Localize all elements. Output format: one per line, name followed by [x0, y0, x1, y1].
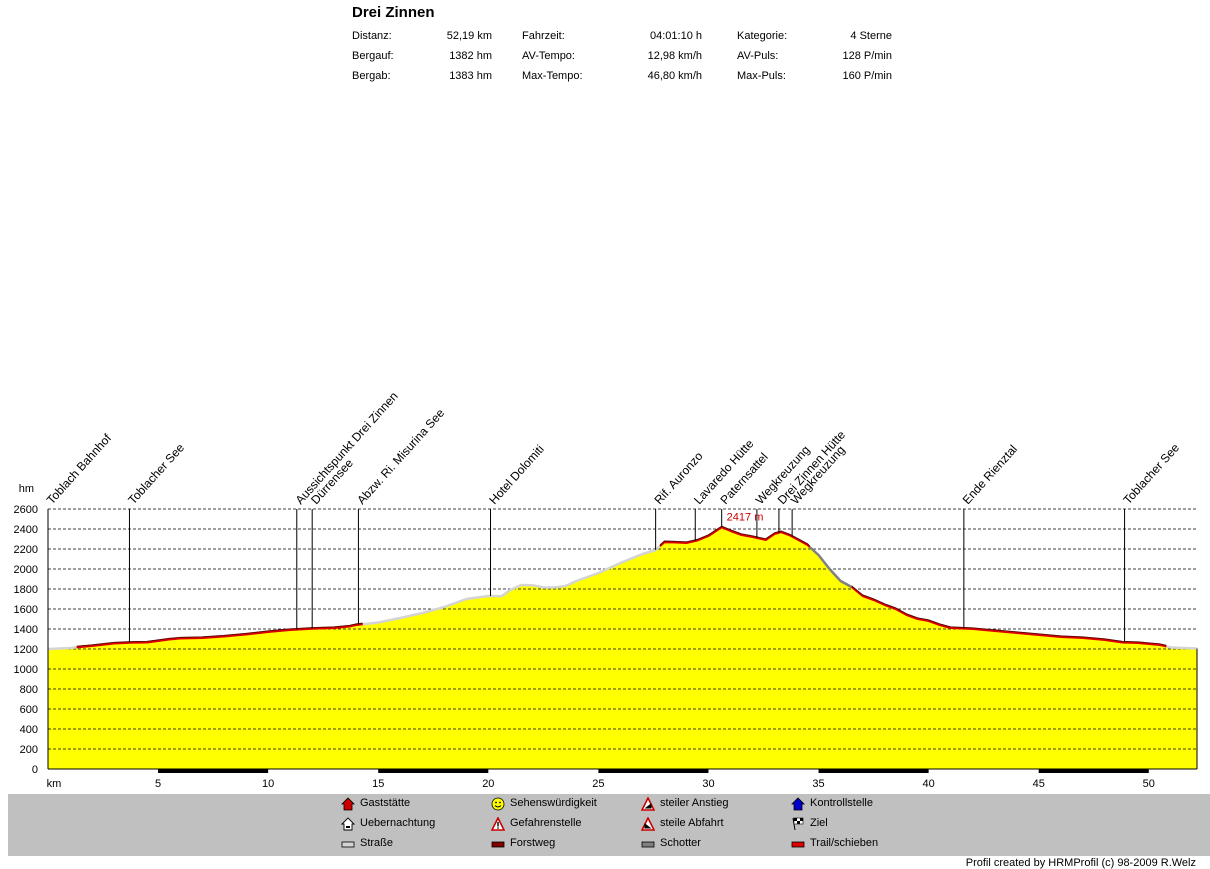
- surface-segment: [659, 526, 811, 548]
- y-tick-label: 1400: [14, 624, 38, 636]
- stat-label: Bergauf:: [352, 50, 394, 62]
- stat-value: 160 P/min: [842, 70, 892, 82]
- legend: Gaststätte Sehenswürdigkeit steiler Anstie…: [8, 794, 1210, 856]
- surface-edge: [851, 585, 1167, 646]
- y-tick-label: 200: [20, 744, 38, 756]
- x-tick-label: 50: [1143, 778, 1155, 790]
- waypoint-label: Toblacher See: [125, 440, 187, 507]
- x-tick-label: 40: [923, 778, 935, 790]
- waypoint-label: Ende Rienztal: [960, 442, 1020, 507]
- legend-label: Gefahrenstelle: [510, 817, 582, 829]
- km-scale-bar: [158, 769, 269, 773]
- stat-label: Kategorie:: [737, 30, 788, 42]
- elevation-area: [48, 527, 1197, 769]
- y-tick-label: 1800: [14, 584, 38, 596]
- stat-value: 4 Sterne: [850, 30, 892, 42]
- y-tick-label: 400: [20, 724, 38, 736]
- km-scale-bar: [598, 769, 709, 773]
- stat-value: 46,80 km/h: [647, 70, 702, 82]
- stat-label: Max-Puls:: [737, 70, 786, 82]
- trail-swatch-icon: [791, 837, 805, 851]
- surface-segment: [76, 623, 363, 649]
- y-tick-label: 2200: [14, 544, 38, 556]
- x-tick-label: 20: [482, 778, 494, 790]
- km-scale-bar: [1038, 769, 1149, 773]
- legend-label: steiler Anstieg: [660, 797, 729, 809]
- stat-label: Bergab:: [352, 70, 391, 82]
- warning-icon: [490, 816, 506, 831]
- y-tick-label: 800: [20, 684, 38, 696]
- road-swatch-icon: [341, 837, 355, 851]
- forest-road-swatch-icon: [491, 837, 505, 851]
- x-tick-label: 25: [592, 778, 604, 790]
- legend-label: Straße: [360, 837, 394, 849]
- y-axis-label: hm: [19, 483, 34, 495]
- steep-descent-icon: [640, 816, 656, 831]
- legend-label: Ziel: [810, 817, 828, 829]
- legend-label: Uebernachtung: [360, 817, 436, 829]
- surface-edge: [76, 622, 363, 647]
- stat-value: 1383 hm: [449, 70, 492, 82]
- legend-label: Kontrollstelle: [810, 797, 873, 809]
- waypoint-label: Hotel Dolomiti: [486, 442, 546, 507]
- surface-segment: [1166, 645, 1198, 650]
- smiley-icon: [491, 797, 505, 811]
- x-tick-label: 15: [372, 778, 384, 790]
- tour-title: Drei Zinnen: [352, 4, 435, 21]
- stat-label: AV-Puls:: [737, 50, 779, 62]
- y-tick-label: 1000: [14, 664, 38, 676]
- y-tick-label: 600: [20, 704, 38, 716]
- y-tick-label: 2400: [14, 524, 38, 536]
- stat-value: 128 P/min: [842, 50, 892, 62]
- x-tick-label: 30: [702, 778, 714, 790]
- surface-segment: [47, 646, 77, 651]
- checkered-flag-icon: [791, 817, 805, 831]
- waypoint-label: Aussichtspunkt Drei Zinnen: [293, 389, 401, 507]
- stat-label: Max-Tempo:: [522, 70, 583, 82]
- surface-segment: [362, 545, 661, 626]
- peak-label: 2417 m: [727, 511, 764, 523]
- tour-stats: Drei Zinnen Distanz: 52,19 km Fahrzeit: 04:…: [352, 4, 912, 88]
- legend-label: Forstweg: [510, 837, 556, 849]
- y-tick-label: 1200: [14, 644, 38, 656]
- house-red-icon: [341, 797, 355, 811]
- legend-label: Gaststätte: [360, 797, 411, 809]
- km-scale-bar: [818, 769, 929, 773]
- stat-label: AV-Tempo:: [522, 50, 575, 62]
- y-tick-label: 0: [32, 764, 38, 776]
- y-tick-label: 2000: [14, 564, 38, 576]
- waypoint-label: Toblacher See: [1120, 440, 1182, 507]
- stat-label: Distanz:: [352, 30, 392, 42]
- stat-value: 04:01:10 h: [650, 30, 702, 42]
- house-blue-icon: [791, 797, 805, 811]
- bed-house-icon: [340, 817, 356, 831]
- waypoint-label: Toblach Bahnhof: [44, 431, 115, 507]
- x-tick-label: 45: [1033, 778, 1045, 790]
- x-tick-label: 5: [155, 778, 161, 790]
- surface-segment: [808, 546, 853, 589]
- y-tick-label: 1600: [14, 604, 38, 616]
- stat-label: Fahrzeit:: [522, 30, 565, 42]
- legend-label: Schotter: [660, 837, 701, 849]
- x-axis-label: km: [47, 778, 62, 790]
- km-scale-bar: [378, 769, 489, 773]
- x-tick-label: 35: [812, 778, 824, 790]
- steep-climb-icon: [640, 796, 656, 811]
- legend-label: Trail/schieben: [810, 837, 879, 849]
- legend-label: Sehenswürdigkeit: [510, 797, 597, 809]
- y-tick-label: 2600: [14, 504, 38, 516]
- stat-value: 12,98 km/h: [647, 50, 702, 62]
- gravel-swatch-icon: [641, 837, 655, 851]
- stat-value: 1382 hm: [449, 50, 492, 62]
- elevation-chart: 0 200 400 600 800 1000 1200 1400 1600 1800 2000 220…: [14, 389, 1198, 790]
- surface-segment: [850, 586, 1167, 648]
- stat-value: 52,19 km: [446, 30, 492, 42]
- x-tick-label: 10: [262, 778, 274, 790]
- credit-text: Profil created by HRMProfil (c) 98-2009 …: [965, 857, 1196, 869]
- legend-label: steile Abfahrt: [660, 817, 724, 829]
